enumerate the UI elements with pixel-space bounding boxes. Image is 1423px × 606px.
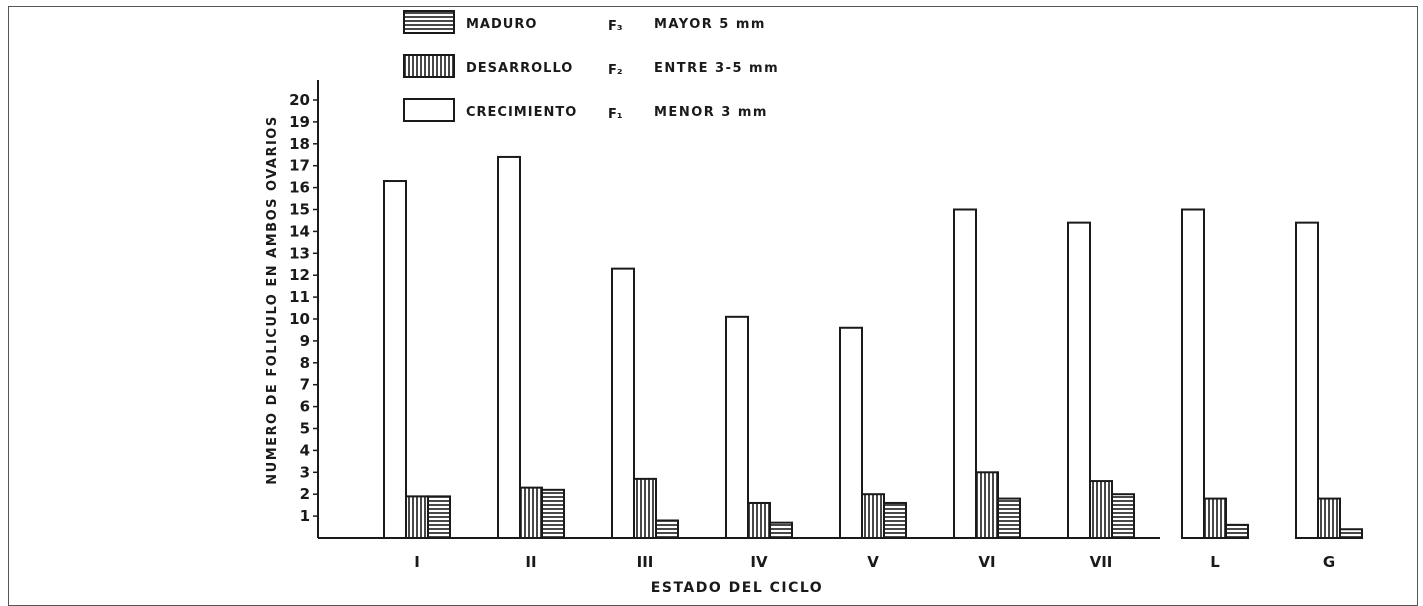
legend-name-desarrollo: DESARROLLO xyxy=(466,61,573,76)
legend-description-desarrollo: ENTRE 3-5 mm xyxy=(654,61,779,76)
legend-description-maduro: MAYOR 5 mm xyxy=(654,17,766,32)
y-tick-label: 15 xyxy=(289,201,310,219)
bar-desarrollo-l xyxy=(1203,497,1227,539)
bar-desarrollo-vi xyxy=(975,471,999,539)
bar-maduro-vii xyxy=(1111,493,1135,540)
bar-crecimiento-vi xyxy=(953,208,977,539)
bars: I II III IV V VI VII L G xyxy=(383,155,1363,571)
bar-maduro-iv xyxy=(769,521,793,539)
legend-name-maduro: MADURO xyxy=(466,17,537,32)
legend-name-crecimiento: CRECIMIENTO xyxy=(466,105,577,120)
bar-crecimiento-ii xyxy=(497,155,521,539)
bar-crecimiento-i xyxy=(383,180,407,539)
x-axis-label: ESTADO DEL CICLO xyxy=(651,580,823,596)
bar-desarrollo-v xyxy=(861,493,885,540)
y-tick-label: 1 xyxy=(300,507,310,525)
legend: MADURO F₃ MAYOR 5 mm DESARROLLO F₂ ENTRE 3-5 … xyxy=(403,10,779,122)
bar-desarrollo-vii xyxy=(1089,480,1113,539)
y-tick-label: 8 xyxy=(300,354,310,372)
x-tick-label: III xyxy=(637,553,654,571)
y-tick-label: 13 xyxy=(289,244,310,262)
y-tick-label: 18 xyxy=(289,135,310,153)
x-tick-label: IV xyxy=(750,553,768,571)
bar-crecimiento-l xyxy=(1181,208,1205,539)
y-tick-label: 20 xyxy=(289,91,310,109)
bar-desarrollo-i xyxy=(405,495,429,540)
bar-maduro-l xyxy=(1225,523,1249,539)
y-tick-label: 14 xyxy=(289,222,310,240)
bar-crecimiento-iv xyxy=(725,315,749,539)
bar-desarrollo-g xyxy=(1317,497,1341,539)
y-tick-label: 10 xyxy=(289,310,310,328)
bar-desarrollo-ii xyxy=(519,486,543,540)
y-tick-label: 17 xyxy=(289,157,310,175)
y-tick-label: 19 xyxy=(289,113,310,131)
y-tick-label: 6 xyxy=(300,398,310,416)
x-tick-label: VI xyxy=(978,553,995,571)
legend-swatch-crecimiento xyxy=(403,98,455,122)
legend-swatch-maduro xyxy=(403,10,455,34)
y-tick-label: 3 xyxy=(300,463,310,481)
x-tick-label: G xyxy=(1323,553,1335,571)
x-tick-label: L xyxy=(1210,553,1220,571)
y-tick-label: 5 xyxy=(300,420,310,438)
x-tick-label: I xyxy=(414,553,420,571)
bar-maduro-vi xyxy=(997,497,1021,539)
bar-desarrollo-iii xyxy=(633,477,657,539)
bar-maduro-i xyxy=(427,495,451,540)
y-tick-label: 16 xyxy=(289,179,310,197)
bar-crecimiento-v xyxy=(839,326,863,540)
bar-crecimiento-iii xyxy=(611,267,635,539)
bar-desarrollo-iv xyxy=(747,501,771,539)
bar-maduro-g xyxy=(1339,528,1363,539)
y-tick-label: 2 xyxy=(300,485,310,503)
bar-maduro-ii xyxy=(541,488,565,540)
legend-symbol-desarrollo: F₂ xyxy=(608,63,623,78)
legend-swatch-desarrollo xyxy=(403,54,455,78)
x-tick-label: V xyxy=(867,553,879,571)
y-tick-label: 4 xyxy=(300,441,310,459)
x-tick-label: VII xyxy=(1090,553,1113,571)
bar-crecimiento-vii xyxy=(1067,221,1091,539)
y-tick-label: 11 xyxy=(289,288,310,306)
legend-symbol-maduro: F₃ xyxy=(608,19,623,34)
bar-maduro-iii xyxy=(655,519,679,539)
y-tick-label: 7 xyxy=(300,376,310,394)
legend-symbol-crecimiento: F₁ xyxy=(608,107,623,122)
bar-maduro-v xyxy=(883,501,907,539)
y-tick-label: 12 xyxy=(289,266,310,284)
bar-crecimiento-g xyxy=(1295,221,1319,539)
legend-description-crecimiento: MENOR 3 mm xyxy=(654,105,768,120)
x-tick-label: II xyxy=(525,553,536,571)
y-axis-label: NUMERO DE FOLICULO EN AMBOS OVARIOS xyxy=(265,115,280,484)
y-tick-label: 9 xyxy=(300,332,310,350)
